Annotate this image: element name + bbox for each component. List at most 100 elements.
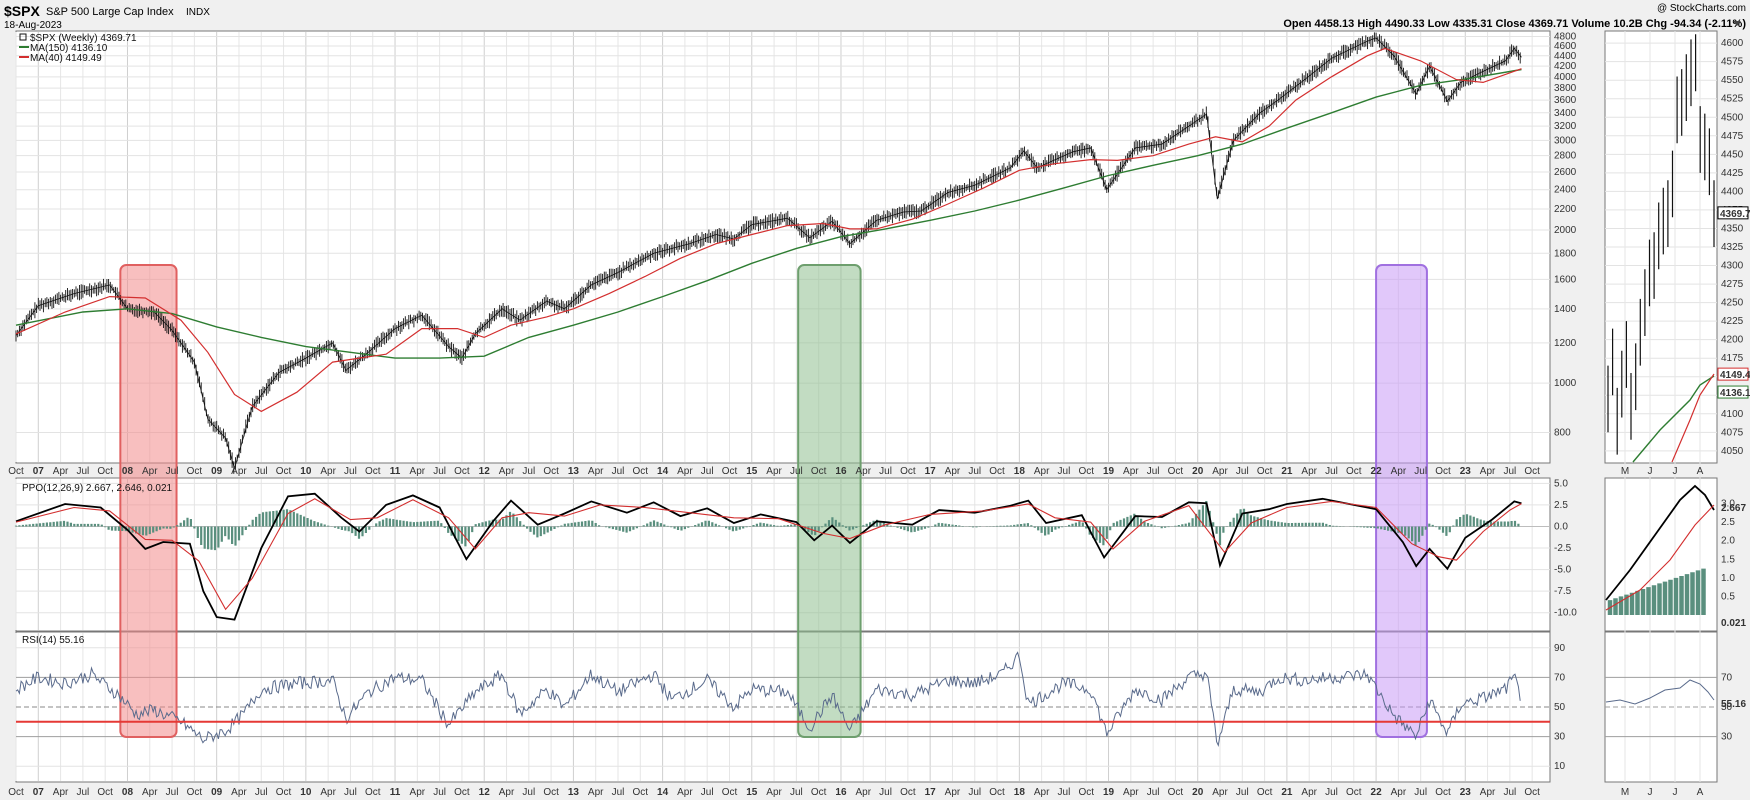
mini-rsi-value-label: 55.16 [1721, 699, 1746, 710]
price-tick-label: 4200 [1554, 61, 1577, 72]
ppo-tick-label: -10.0 [1554, 608, 1577, 619]
x-tick-label-price: Oct [187, 466, 203, 477]
price-legend: $SPX (Weekly) 4369.71 MA(150) 4136.10 MA… [19, 33, 137, 64]
mini-price-tick-label: 4325 [1721, 242, 1744, 253]
mini-ppo-value-label: 2.667 [1721, 503, 1746, 514]
x-tick-label-bottom: 17 [925, 787, 937, 798]
x-tick-label-price: Apr [53, 466, 69, 477]
ppo-histogram [14, 501, 1520, 551]
x-tick-label-price: Oct [1168, 466, 1184, 477]
rsi-line [15, 651, 1521, 747]
x-tick-label-bottom: 14 [657, 787, 669, 798]
x-tick-label-price: Apr [499, 466, 515, 477]
x-tick-label-price: Oct [454, 466, 470, 477]
x-tick-label-bottom: Jul [522, 787, 535, 798]
ppo-tick-label: 5.0 [1554, 478, 1568, 489]
x-tick-label-bottom: Apr [53, 787, 69, 798]
x-tick-label-bottom: Apr [320, 787, 336, 798]
price-tick-label: 2200 [1554, 204, 1577, 215]
x-tick-label-bottom: Oct [97, 787, 113, 798]
x-tick-label-price: 21 [1281, 466, 1293, 477]
mini-hist-value-label: 0.021 [1721, 618, 1746, 629]
x-tick-label-bottom: Jul [1503, 787, 1516, 798]
price-tick-label: 4800 [1554, 32, 1577, 43]
series-layer [14, 32, 1550, 747]
mini-x-tick-label: A [1697, 466, 1704, 477]
mini-rsi-tick-label: 70 [1721, 672, 1733, 683]
x-tick-label-price: Oct [1435, 466, 1451, 477]
quote-bar: Open 4458.13 High 4490.33 Low 4335.31 Cl… [1283, 18, 1746, 30]
price-tick-label: 1600 [1554, 274, 1577, 285]
x-tick-label-price: 18 [1014, 466, 1026, 477]
x-tick-label-price: Jul [1058, 466, 1071, 477]
ppo-panel [15, 477, 1551, 632]
x-tick-label-bottom: Apr [766, 787, 782, 798]
x-tick-label-bottom: Apr [1480, 787, 1496, 798]
x-tick-label-bottom: Apr [945, 787, 961, 798]
x-tick-label-price: Jul [790, 466, 803, 477]
x-tick-label-price: 15 [746, 466, 758, 477]
ppo-tick-label: 2.5 [1554, 500, 1568, 511]
ppo-legend-text: PPO(12,26,9) 2.667, 2.646, 0.021 [22, 483, 173, 494]
x-tick-label-bottom: Apr [588, 787, 604, 798]
x-tick-label-price: 09 [211, 466, 223, 477]
mini-price-bars [1607, 34, 1715, 455]
mini-ppo-tick-label: 1.5 [1721, 554, 1735, 565]
mini-x-tick-label-bottom: J [1673, 787, 1678, 798]
x-tick-label-bottom: Oct [187, 787, 203, 798]
mini-price-tick-label: 4500 [1721, 112, 1744, 123]
x-tick-label-price: Apr [766, 466, 782, 477]
x-tick-label-bottom: Jul [1236, 787, 1249, 798]
rsi-tick-label: 90 [1554, 643, 1566, 654]
rsi-tick-label: 10 [1554, 761, 1566, 772]
x-tick-label-bottom: 15 [746, 787, 758, 798]
mini-ppo-signal-line [1605, 504, 1715, 611]
x-tick-label-price: 11 [390, 466, 401, 477]
mini-price-tick-label: 4250 [1721, 298, 1744, 309]
x-tick-label-price: Jul [968, 466, 981, 477]
x-tick-label-price: Oct [8, 466, 24, 477]
mini-rsi-tick-label: 50 [1721, 702, 1733, 713]
gridlines [15, 32, 1550, 781]
price-tick-label: 4000 [1554, 72, 1577, 83]
x-tick-label-price: 07 [33, 466, 45, 477]
x-tick-label-price: Jul [166, 466, 179, 477]
x-tick-label-bottom: 18 [1014, 787, 1026, 798]
price-line [15, 37, 1522, 470]
x-tick-label-bottom: Jul [968, 787, 981, 798]
x-tick-label-price: Jul [1325, 466, 1338, 477]
x-tick-label-price: Oct [276, 466, 292, 477]
x-tick-label-price: Apr [945, 466, 961, 477]
mini-chart-layer: 4050407541004125415041754200422542504275… [1605, 31, 1750, 798]
mini-rsi-line [1605, 679, 1715, 705]
x-tick-label-price: Oct [1257, 466, 1273, 477]
x-tick-label-bottom: 13 [568, 787, 580, 798]
mini-value-tag-label: 4149.49 [1720, 370, 1750, 381]
price-tick-label: 4400 [1554, 51, 1577, 62]
x-tick-label-bottom: Apr [677, 787, 693, 798]
mini-ma150-line [1632, 375, 1715, 463]
x-tick-label-bottom: Oct [365, 787, 381, 798]
x-tick-label-price: 22 [1371, 466, 1383, 477]
x-tick-label-bottom: 20 [1192, 787, 1204, 798]
rsi-panel [15, 631, 1551, 783]
price-tick-label: 3000 [1554, 135, 1577, 146]
highlight-band [797, 264, 862, 738]
mini-price-tick-label: 4100 [1721, 409, 1744, 420]
x-tick-label-price: Oct [811, 466, 827, 477]
x-tick-label-price: Jul [1414, 466, 1427, 477]
price-tick-label: 2600 [1554, 167, 1577, 178]
x-tick-label-bottom: Oct [1257, 787, 1273, 798]
dropdown-arrow-icon[interactable] [1733, 21, 1741, 26]
x-tick-label-bottom: Oct [1168, 787, 1184, 798]
x-tick-label-price: Apr [1480, 466, 1496, 477]
x-tick-label-bottom: Apr [499, 787, 515, 798]
x-tick-label-bottom: Oct [811, 787, 827, 798]
x-tick-label-price: Apr [1034, 466, 1050, 477]
x-tick-label-price: Oct [1346, 466, 1362, 477]
x-tick-label-bottom: 16 [835, 787, 847, 798]
mini-value-tag-label: 4369.71 [1720, 209, 1750, 220]
ma150-line [15, 68, 1522, 359]
mini-price-tick-label: 4550 [1721, 75, 1744, 86]
x-tick-label-price: 19 [1103, 466, 1115, 477]
